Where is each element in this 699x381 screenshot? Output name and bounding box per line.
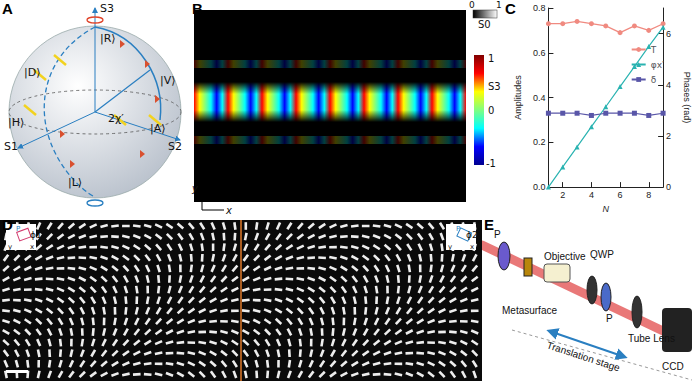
svg-text:0: 0 [488,105,494,116]
svg-text:S2: S2 [168,140,182,153]
svg-text:P: P [606,313,613,324]
svg-text:2: 2 [666,131,671,141]
svg-text:P: P [456,225,460,233]
html-text:D: D [2,216,13,233]
svg-text:Phases (rad): Phases (rad) [682,72,692,124]
svg-text:QWP: QWP [590,249,614,260]
svg-text:|R⟩: |R⟩ [100,32,116,45]
html-text:A: A [2,0,13,17]
svg-text:Amplitudes: Amplitudes [513,75,523,120]
svg-text:x: x [30,243,34,251]
svg-text:0.8: 0.8 [533,3,546,13]
svg-text:ϕ2: ϕ2 [466,230,478,240]
svg-text:CCD: CCD [662,361,684,372]
html-text:E: E [484,216,494,233]
svg-text:|D⟩: |D⟩ [24,66,40,79]
svg-text:8: 8 [646,190,651,200]
svg-text:Tube Lens: Tube Lens [628,333,675,344]
svg-text:0: 0 [666,182,671,192]
svg-text:2: 2 [560,190,565,200]
svg-text:6: 6 [666,29,671,39]
svg-text:φx′: φx′ [651,60,664,70]
svg-text:|A⟩: |A⟩ [150,122,166,135]
svg-text:1: 1 [488,53,494,64]
svg-text:6: 6 [618,190,623,200]
svg-text:2χ′: 2χ′ [108,112,124,125]
svg-text:y: y [448,243,452,251]
svg-text:S1: S1 [4,140,18,153]
svg-text:|V⟩: |V⟩ [160,74,176,87]
svg-text:y: y [8,243,12,251]
svg-text:4: 4 [666,80,671,90]
svg-text:T: T [650,45,657,55]
svg-text:N: N [603,204,610,214]
svg-text:0.2: 0.2 [533,137,546,147]
svg-text:Translation stage: Translation stage [545,339,621,373]
svg-text:ϕ1: ϕ1 [30,230,42,240]
svg-text:0: 0 [469,0,475,10]
svg-text:Objective: Objective [544,251,586,262]
svg-text:0.6: 0.6 [533,48,546,58]
svg-text:x: x [470,243,474,251]
svg-text:P: P [16,225,20,233]
svg-text:S3: S3 [488,81,501,92]
svg-text:|L⟩: |L⟩ [68,176,82,189]
svg-text:S0: S0 [478,19,491,30]
svg-text:x: x [225,205,232,216]
svg-text:-1: -1 [486,158,496,169]
svg-text:δ: δ [651,75,657,85]
html-text:C: C [505,0,516,17]
svg-text:0.4: 0.4 [533,93,546,103]
svg-text:1: 1 [496,0,502,10]
html-text:B: B [192,0,203,17]
svg-text:S3: S3 [100,2,114,15]
svg-text:4: 4 [589,190,594,200]
svg-text:Metasurface: Metasurface [502,305,557,316]
svg-text:y: y [191,183,199,194]
svg-text:0.0: 0.0 [533,182,546,192]
svg-text:|H⟩: |H⟩ [8,116,24,129]
svg-text:P: P [494,229,501,240]
